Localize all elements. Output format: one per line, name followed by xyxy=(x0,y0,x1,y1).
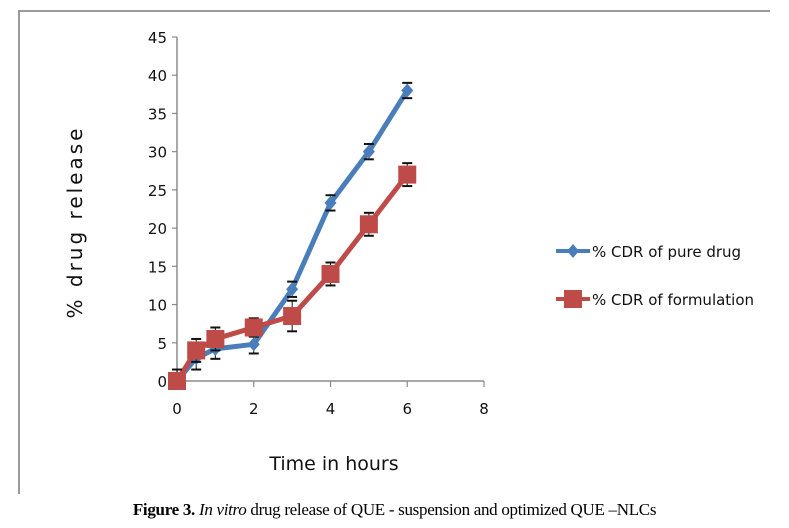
x-axis-label: Time in hours xyxy=(268,453,398,475)
series-layer xyxy=(168,81,417,390)
y-tick-label: 45 xyxy=(148,29,167,47)
legend-label: % CDR of pure drug xyxy=(592,243,741,261)
data-point xyxy=(359,215,378,234)
data-point xyxy=(187,341,206,360)
x-tick-label: 8 xyxy=(479,400,489,418)
y-tick-label: 40 xyxy=(148,67,167,85)
axes: 0 5 10 15 20 25 30 35 40 45 0 2 4 6 8 xyxy=(148,29,489,418)
data-point xyxy=(247,337,260,352)
y-tick-label: 0 xyxy=(157,373,167,391)
data-point xyxy=(283,307,302,326)
data-point xyxy=(168,372,186,390)
chart-frame xyxy=(18,10,770,494)
y-tick-label: 35 xyxy=(148,105,167,123)
legend-label: % CDR of formulation xyxy=(592,291,754,309)
x-tick-label: 4 xyxy=(326,400,336,418)
legend-item: % CDR of formulation xyxy=(556,290,754,309)
x-tick-label: 2 xyxy=(249,400,259,418)
series-formulation xyxy=(168,162,417,390)
data-point xyxy=(398,165,417,184)
y-tick-label: 15 xyxy=(148,258,167,276)
caption-text: drug release of QUE - suspension and opt… xyxy=(246,500,657,519)
legend: % CDR of pure drug % CDR of formulation xyxy=(556,243,754,309)
legend-diamond-icon xyxy=(567,244,579,258)
x-tick-label: 0 xyxy=(172,400,182,418)
y-axis-label: % drug release xyxy=(63,126,87,319)
y-tick-label: 30 xyxy=(148,144,167,162)
y-tick-label: 5 xyxy=(157,335,167,353)
data-point xyxy=(401,83,414,98)
data-point xyxy=(206,329,225,348)
data-point xyxy=(362,144,375,159)
figure-caption: Figure 3. In vitro drug release of QUE -… xyxy=(0,500,789,520)
data-point xyxy=(286,282,299,297)
y-tick-label: 10 xyxy=(148,297,167,315)
y-tick-label: 20 xyxy=(148,220,167,238)
y-tick-label: 25 xyxy=(148,182,167,200)
x-tick-label: 6 xyxy=(402,400,412,418)
data-point xyxy=(321,264,340,283)
caption-label: Figure 3. xyxy=(132,500,195,519)
legend-square-icon xyxy=(564,290,582,308)
caption-italic: In vitro xyxy=(198,500,247,519)
chart: 0 5 10 15 20 25 30 35 40 45 0 2 4 6 8 % drug release T… xyxy=(63,29,754,475)
data-point xyxy=(324,195,337,210)
legend-item: % CDR of pure drug xyxy=(556,243,741,261)
data-point xyxy=(244,318,263,337)
